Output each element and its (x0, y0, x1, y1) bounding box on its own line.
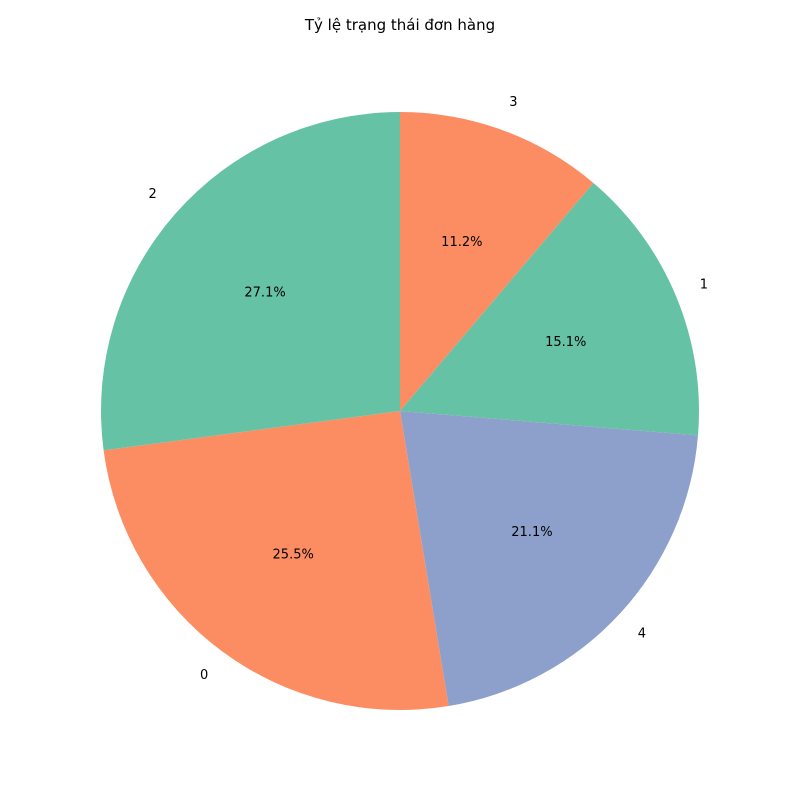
pie-slice-category-label: 4 (638, 626, 646, 641)
pie-slice-category-label: 0 (200, 668, 208, 683)
pie-slice-percent-label: 11.2% (441, 235, 482, 250)
pie-slice-0 (103, 411, 449, 710)
pie-slice-1 (400, 183, 699, 436)
chart-title: Tỷ lệ trạng thái đơn hàng (304, 16, 495, 34)
pie-labels: 11.2% 3 15.1% 1 21.1% 4 25.5% 0 27.1% 2 (148, 95, 708, 683)
pie-slice-category-label: 3 (509, 95, 517, 110)
pie-slice-percent-label: 15.1% (545, 335, 586, 350)
pie-slice-percent-label: 27.1% (244, 285, 285, 300)
pie-slice-4 (400, 411, 699, 707)
pie-slices (100, 112, 699, 710)
pie-slice-percent-label: 25.5% (273, 548, 314, 563)
pie-slice-percent-label: 21.1% (511, 525, 552, 540)
pie-slice-category-label: 1 (700, 278, 708, 293)
pie-slice-2 (100, 112, 400, 451)
pie-slice-3 (400, 112, 594, 411)
pie-slice-category-label: 2 (148, 187, 156, 202)
